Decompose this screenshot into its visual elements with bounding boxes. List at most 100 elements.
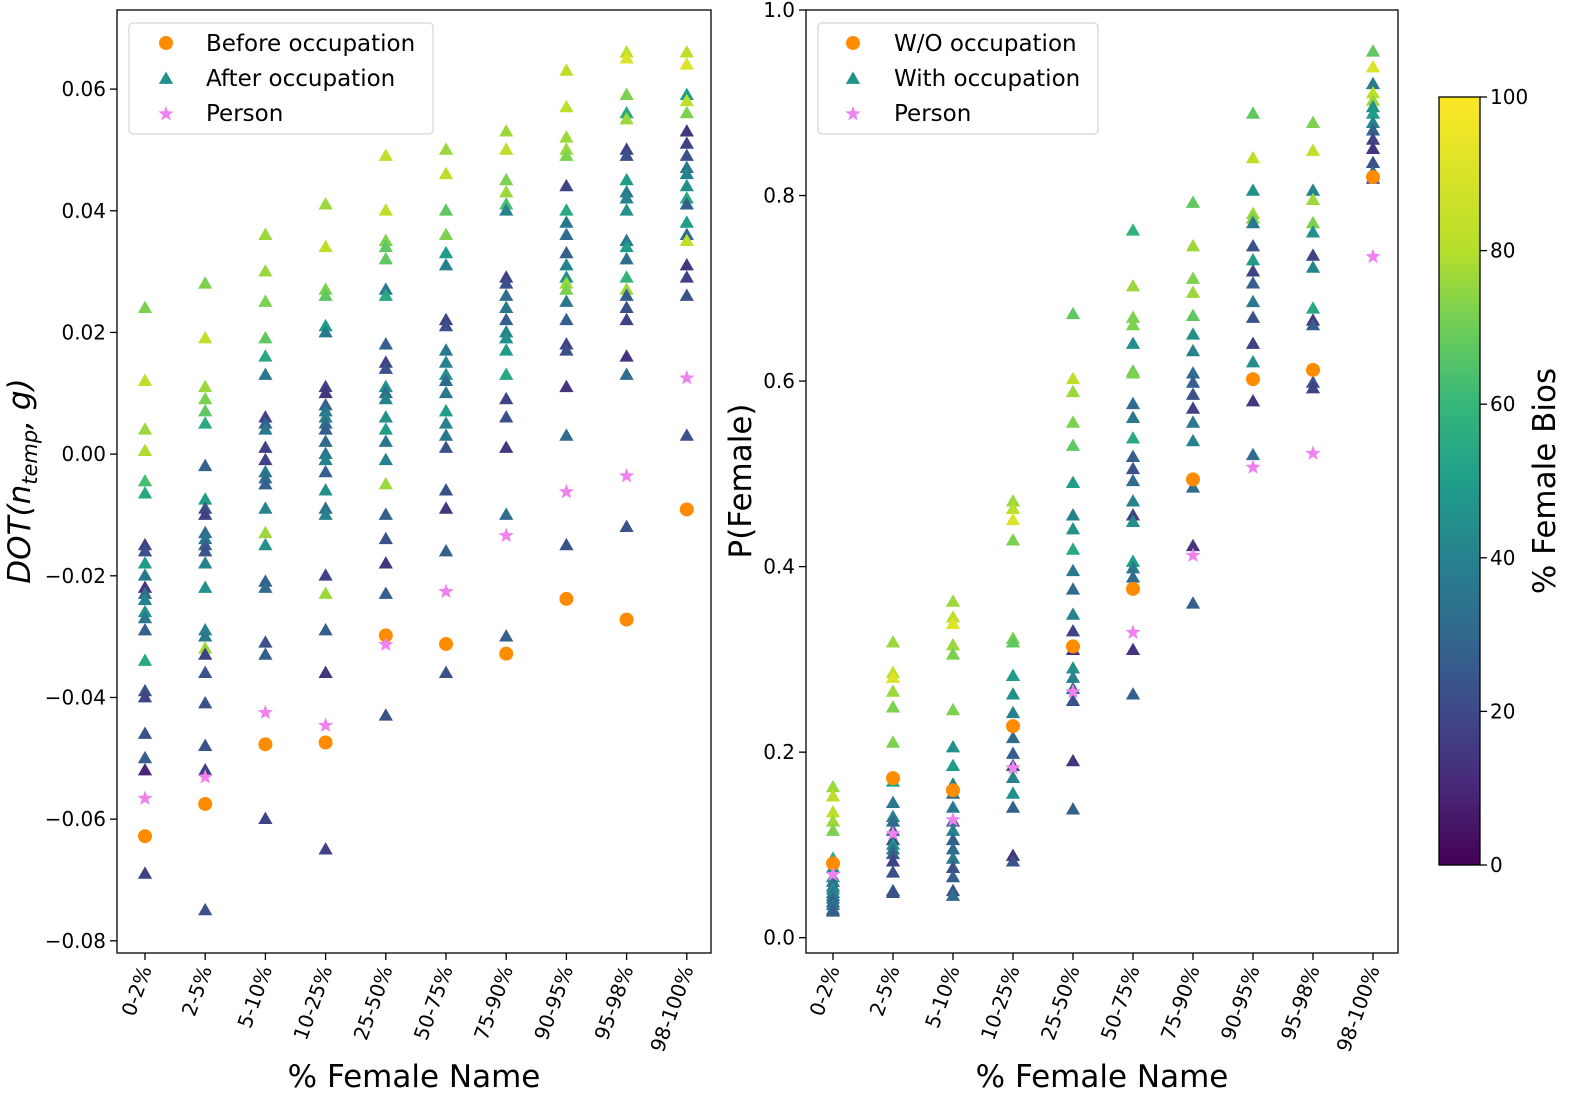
with-occupation-point [378,251,393,265]
with-occupation-point [137,866,153,879]
right-y-axis-title: P(Female) [723,404,759,559]
without-occupation-point [318,735,333,750]
x-tick-label: 0-2% [804,963,844,1020]
with-occupation-point [1245,215,1261,229]
with-occupation-point [945,800,961,813]
with-occupation-point [559,537,574,551]
with-occupation-point [198,738,213,752]
with-occupation-point [619,203,634,216]
with-occupation-point [1005,770,1021,784]
with-occupation-point [1065,415,1081,428]
legend-triangle-icon [158,71,174,84]
with-occupation-point [619,349,634,362]
with-occupation-point [258,635,273,648]
person-point [1365,248,1381,264]
with-occupation-point [137,373,153,386]
x-tick-label: 90-95% [529,963,578,1044]
x-tick-label: 2-5% [864,963,904,1020]
with-occupation-point [137,689,153,703]
with-occupation-point [198,647,213,660]
with-occupation-point [438,227,454,240]
with-occupation-point [137,486,153,499]
with-occupation-point [499,331,514,344]
with-occupation-point [885,684,901,697]
with-occupation-point [1125,570,1141,583]
with-occupation-point [318,665,333,679]
with-occupation-point [1185,271,1201,284]
legend-star-icon [158,106,174,121]
with-occupation-point [318,568,333,581]
with-occupation-point [559,227,574,240]
with-occupation-point [1245,276,1261,289]
with-occupation-point [318,288,333,301]
with-occupation-point [499,300,514,313]
colorbar-gradient [1439,97,1480,865]
with-occupation-point [499,629,514,642]
x-tick-label: 2-5% [177,963,217,1020]
with-occupation-point [258,422,273,435]
with-occupation-point [1005,635,1021,648]
with-occupation-point [378,148,393,161]
with-occupation-point [885,854,901,867]
with-occupation-point [1125,410,1141,424]
with-occupation-point [378,507,393,520]
left-panel: −0.08 −0.06 −0.04 −0.02 0.00 0.02 0.04 0.06 0-2… [2,9,712,1095]
colorbar-tick-label: 0 [1490,853,1503,877]
with-occupation-point [1365,123,1381,136]
with-occupation-point [438,665,454,679]
with-occupation-point [1065,802,1081,815]
with-occupation-point [198,379,213,393]
with-occupation-point [1005,800,1021,813]
with-occupation-point [258,811,273,825]
with-occupation-point [258,294,273,307]
with-occupation-point [1305,317,1321,331]
with-occupation-point [378,288,393,301]
person-point [378,636,394,652]
with-occupation-point [318,586,333,599]
with-occupation-point [825,779,841,793]
with-occupation-point [945,637,961,651]
y-tick-label: 1.0 [763,0,795,22]
left-legend-label-before: Before occupation [206,31,415,57]
with-occupation-point [438,166,454,180]
with-occupation-point [438,245,454,259]
with-occupation-point [559,130,574,143]
with-occupation-point [137,474,153,487]
with-occupation-point [945,616,961,630]
with-occupation-point [318,483,333,496]
person-point [1245,459,1261,474]
with-occupation-point [318,507,333,520]
with-occupation-point [258,367,273,380]
with-occupation-point [679,166,694,180]
with-occupation-point [1125,494,1141,507]
with-occupation-point [945,610,961,623]
left-data-points [137,45,695,916]
with-occupation-point [137,568,153,581]
with-occupation-point [198,902,213,916]
y-tick-label: −0.04 [45,685,106,709]
with-occupation-point [945,888,961,901]
person-point [558,483,575,499]
with-occupation-point [1065,693,1081,707]
with-occupation-point [318,464,333,478]
with-occupation-point [1185,596,1201,609]
with-occupation-point [559,148,574,161]
with-occupation-point [258,647,273,660]
with-occupation-point [1245,310,1261,323]
without-occupation-point [826,856,840,871]
person-point [1305,445,1321,460]
with-occupation-point [318,239,333,253]
with-occupation-point [438,203,454,216]
with-occupation-point [679,428,694,441]
with-occupation-point [619,51,634,64]
right-legend-label-without: W/O occupation [894,31,1077,57]
with-occupation-point [1185,375,1201,388]
with-occupation-point [499,142,514,155]
with-occupation-point [438,318,454,332]
right-x-axis-title: % Female Name [976,1059,1229,1095]
with-occupation-point [198,331,213,344]
with-occupation-point [258,525,273,539]
with-occupation-point [945,860,961,873]
with-occupation-point [1365,44,1381,57]
with-occupation-point [1005,730,1021,744]
